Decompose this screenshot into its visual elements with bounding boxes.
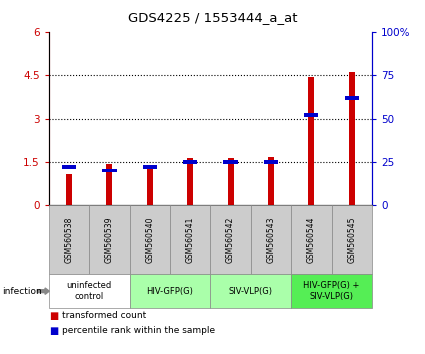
Text: GSM560540: GSM560540	[145, 217, 154, 263]
Bar	[348, 72, 355, 205]
Text: SIV-VLP(G): SIV-VLP(G)	[229, 287, 273, 296]
Bar	[147, 165, 153, 205]
Text: GSM560545: GSM560545	[347, 217, 356, 263]
Bar	[183, 160, 197, 164]
Bar	[308, 77, 314, 205]
Bar	[264, 160, 278, 164]
Text: ■: ■	[49, 326, 58, 336]
Text: GDS4225 / 1553444_a_at: GDS4225 / 1553444_a_at	[128, 11, 297, 24]
Text: GSM560543: GSM560543	[266, 217, 275, 263]
Bar	[62, 165, 76, 169]
Bar	[106, 164, 113, 205]
Text: infection: infection	[2, 287, 42, 296]
Text: GSM560541: GSM560541	[186, 217, 195, 263]
Text: GSM560539: GSM560539	[105, 217, 114, 263]
Text: percentile rank within the sample: percentile rank within the sample	[62, 326, 215, 335]
Bar	[227, 158, 234, 205]
Bar	[304, 113, 318, 117]
Bar	[66, 173, 72, 205]
Text: GSM560538: GSM560538	[65, 217, 74, 263]
Bar	[345, 96, 359, 99]
Bar	[143, 165, 157, 169]
Text: transformed count: transformed count	[62, 311, 146, 320]
Bar	[224, 160, 238, 164]
Bar	[187, 158, 193, 205]
Text: ■: ■	[49, 311, 58, 321]
Text: HIV-GFP(G): HIV-GFP(G)	[147, 287, 193, 296]
Text: uninfected
control: uninfected control	[67, 281, 112, 301]
Bar	[268, 157, 274, 205]
Text: GSM560542: GSM560542	[226, 217, 235, 263]
Text: HIV-GFP(G) +
SIV-VLP(G): HIV-GFP(G) + SIV-VLP(G)	[303, 281, 360, 301]
Text: GSM560544: GSM560544	[307, 217, 316, 263]
Bar	[102, 169, 116, 172]
